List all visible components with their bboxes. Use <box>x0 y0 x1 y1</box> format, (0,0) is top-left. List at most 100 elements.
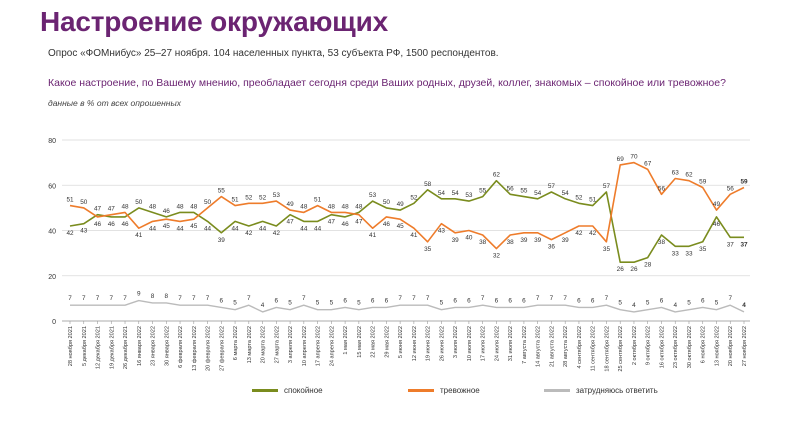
data-label: 46 <box>121 221 129 228</box>
data-label: 7 <box>68 295 72 302</box>
data-label: 47 <box>328 219 336 226</box>
data-label: 6 <box>275 297 279 304</box>
data-label: 7 <box>109 295 113 302</box>
data-label: 42 <box>589 230 597 237</box>
data-label: 40 <box>465 235 473 242</box>
x-tick-label: 10 апреля 2022 <box>302 326 308 366</box>
data-label: 5 <box>440 300 444 307</box>
data-label: 45 <box>190 223 198 230</box>
data-label: 6 <box>220 297 224 304</box>
data-label: 52 <box>575 194 583 201</box>
data-label: 5 <box>233 300 237 307</box>
x-tick-label: 18 сентября 2022 <box>604 326 610 372</box>
data-label: 46 <box>342 221 350 228</box>
x-tick-label: 27 марта 2022 <box>274 326 280 363</box>
data-label: 42 <box>66 230 74 237</box>
data-label: 54 <box>534 190 542 197</box>
data-label: 6 <box>467 297 471 304</box>
data-label: 7 <box>536 295 540 302</box>
data-label: 51 <box>66 197 74 204</box>
x-tick-label: 9 октября 2022 <box>646 326 652 365</box>
data-label: 7 <box>563 295 567 302</box>
data-label: 7 <box>96 295 100 302</box>
data-label: 48 <box>328 203 336 210</box>
x-tick-label: 2 октября 2022 <box>632 326 638 365</box>
data-label: 62 <box>493 172 501 179</box>
data-label: 5 <box>646 300 650 307</box>
y-tick-label: 0 <box>52 319 56 326</box>
data-label: 56 <box>658 185 666 192</box>
x-tick-label: 19 июня 2022 <box>426 326 432 361</box>
data-label: 33 <box>685 250 693 257</box>
data-label: 44 <box>300 225 308 232</box>
x-tick-label: 3 июля 2022 <box>453 326 459 358</box>
data-label: 57 <box>548 183 556 190</box>
x-tick-label: 26 декабря 2021 <box>123 326 129 369</box>
data-label: 39 <box>452 237 460 244</box>
data-label: 7 <box>82 295 86 302</box>
data-label: 52 <box>410 194 418 201</box>
data-label: 41 <box>410 232 418 239</box>
x-tick-label: 3 апреля 2022 <box>288 326 294 363</box>
data-label: 59 <box>740 179 748 186</box>
data-label: 32 <box>493 253 501 260</box>
data-label: 7 <box>123 295 127 302</box>
data-label: 70 <box>630 154 638 161</box>
data-label: 6 <box>522 297 526 304</box>
legend-swatch-undecided <box>544 389 570 392</box>
data-label: 41 <box>135 232 143 239</box>
x-tick-label: 13 марта 2022 <box>247 326 253 363</box>
data-label: 38 <box>507 239 515 246</box>
x-tick-label: 12 декабря 2021 <box>96 326 102 369</box>
x-tick-label: 5 июня 2022 <box>398 326 404 358</box>
data-label: 5 <box>687 300 691 307</box>
data-label: 5 <box>618 300 622 307</box>
data-label: 8 <box>151 293 155 300</box>
legend-item-calm: спокойное <box>252 386 323 395</box>
data-label: 49 <box>287 201 295 208</box>
data-label: 55 <box>479 188 487 195</box>
data-label: 6 <box>343 297 347 304</box>
x-tick-label: 7 августа 2022 <box>522 326 528 364</box>
x-tick-label: 20 марта 2022 <box>261 326 267 363</box>
x-tick-label: 6 ноября 2022 <box>701 326 707 363</box>
data-label: 7 <box>398 295 402 302</box>
y-tick-label: 40 <box>48 229 56 236</box>
x-tick-label: 13 ноября 2022 <box>714 326 720 366</box>
data-label: 54 <box>562 190 570 197</box>
x-tick-label: 10 июля 2022 <box>467 326 473 361</box>
x-tick-label: 20 февраля 2022 <box>206 326 212 371</box>
data-label: 42 <box>245 230 253 237</box>
data-label: 49 <box>397 201 405 208</box>
data-label: 6 <box>453 297 457 304</box>
x-tick-label: 12 июня 2022 <box>412 326 418 361</box>
x-tick-label: 28 августа 2022 <box>563 326 569 367</box>
data-label: 44 <box>232 225 240 232</box>
data-label: 42 <box>575 230 583 237</box>
data-label: 56 <box>507 185 515 192</box>
x-tick-label: 25 сентября 2022 <box>618 326 624 372</box>
data-label: 35 <box>424 246 432 253</box>
data-label: 51 <box>589 197 597 204</box>
legend-item-anxious: тревожное <box>408 386 480 395</box>
data-label: 48 <box>149 203 157 210</box>
y-tick-label: 60 <box>48 183 56 190</box>
data-label: 7 <box>426 295 430 302</box>
x-tick-label: 23 января 2022 <box>151 326 157 366</box>
data-label: 44 <box>314 225 322 232</box>
data-label: 52 <box>259 194 267 201</box>
data-label: 39 <box>562 237 570 244</box>
survey-subtitle: Опрос «ФОМнибус» 25–27 ноября. 104 насел… <box>48 48 499 59</box>
x-tick-label: 24 июля 2022 <box>494 326 500 361</box>
data-label: 69 <box>617 156 625 163</box>
data-label: 51 <box>314 197 322 204</box>
data-label: 46 <box>108 221 116 228</box>
data-label: 7 <box>605 295 609 302</box>
page-title: Настроение окружающих <box>40 6 388 37</box>
data-label: 7 <box>192 295 196 302</box>
x-tick-label: 15 мая 2022 <box>357 326 363 358</box>
data-label: 36 <box>548 244 556 251</box>
legend-swatch-calm <box>252 389 278 392</box>
data-label: 55 <box>520 188 528 195</box>
data-label: 53 <box>369 192 377 199</box>
